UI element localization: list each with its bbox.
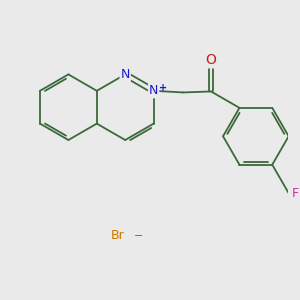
Text: O: O: [206, 53, 217, 67]
Text: +: +: [159, 83, 167, 93]
Text: N: N: [121, 68, 130, 81]
Text: Br: Br: [111, 229, 125, 242]
Text: N: N: [149, 84, 158, 97]
Text: −: −: [134, 231, 143, 241]
Text: F: F: [292, 187, 298, 200]
